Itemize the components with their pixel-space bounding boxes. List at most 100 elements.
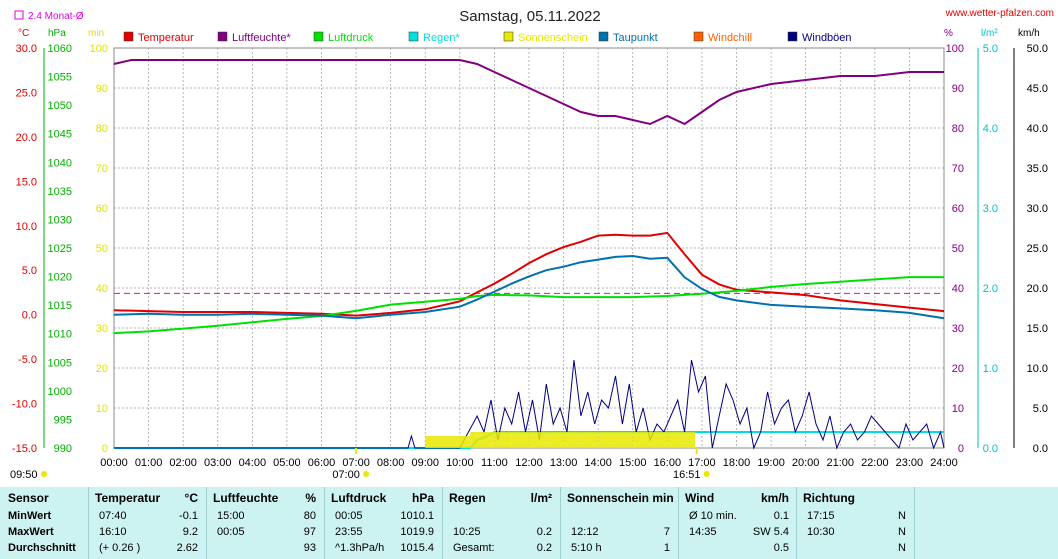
- temp-tick-label: -5.0: [18, 354, 37, 366]
- stats-cell: 7: [663, 526, 670, 538]
- minutes-tick-label: 60: [96, 203, 108, 215]
- stats-header: Sonnenschein min: [567, 491, 674, 505]
- chart-legend: Temperatur Luftfeuchte* Luftdruck Regen* Son…: [123, 31, 852, 44]
- stats-cell: 00:05: [335, 510, 363, 522]
- stats-divider: [206, 487, 207, 559]
- legend-swatch: [123, 31, 134, 42]
- monat-label: 2.4 Monat-Ø: [28, 11, 84, 22]
- temp-tick-label: 25.0: [16, 87, 37, 99]
- stats-header: km/h: [760, 491, 789, 505]
- unit-pressure: hPa: [48, 28, 66, 39]
- wind-tick-label: 50.0: [1027, 43, 1048, 55]
- chart-title: Samstag, 05.11.2022: [459, 8, 601, 25]
- humidity-tick-label: 50: [952, 243, 964, 255]
- pressure-tick-label: 1060: [48, 43, 72, 55]
- minutes-tick-label: 100: [90, 43, 108, 55]
- x-tick-label: 21:00: [826, 457, 854, 469]
- stats-header: Richtung: [803, 491, 855, 505]
- pressure-tick-label: 1035: [48, 186, 72, 198]
- stats-cell: 1019.9: [400, 526, 434, 538]
- sunshine-bar: [511, 432, 529, 448]
- legend-label: Temperatur: [138, 32, 194, 44]
- stats-header: Sensor: [8, 491, 49, 505]
- series-line: [113, 254, 945, 320]
- sunset-label: 16:51: [673, 469, 701, 481]
- sunshine-bar: [494, 432, 512, 448]
- humidity-tick-label: 100: [946, 43, 964, 55]
- stats-cell: 16:10: [99, 526, 127, 538]
- unit-minutes: min: [88, 28, 104, 39]
- stats-cell: SW 5.4: [752, 526, 789, 538]
- temp-tick-label: -15.0: [12, 443, 37, 455]
- stats-cell: 97: [303, 526, 316, 538]
- stats-header: Luftfeuchte: [213, 491, 279, 505]
- legend-label: Regen*: [423, 32, 460, 44]
- x-tick-label: 11:00: [481, 457, 508, 469]
- x-tick-label: 00:00: [100, 457, 128, 469]
- stats-cell: -0.1: [179, 510, 198, 522]
- wind-tick-label: 5.0: [1033, 403, 1048, 415]
- wind-tick-label: 45.0: [1027, 83, 1048, 95]
- temp-tick-label: 30.0: [16, 43, 37, 55]
- stats-row-label: Durchschnitt: [8, 542, 76, 554]
- temp-tick-label: 5.0: [22, 265, 37, 277]
- unit-rain: l/m²: [981, 28, 998, 39]
- stats-cell: 10:25: [453, 526, 481, 538]
- legend-label: Windböen: [802, 32, 852, 44]
- sunshine-bar: [470, 432, 478, 448]
- pressure-tick-label: 1010: [48, 329, 72, 341]
- humidity-tick-label: 70: [952, 163, 964, 175]
- x-tick-label: 13:00: [550, 457, 578, 469]
- pressure-tick-label: 1025: [48, 243, 72, 255]
- stats-cell: 10:30: [807, 526, 835, 538]
- stats-divider: [678, 487, 679, 559]
- series-line: [113, 59, 944, 126]
- stats-cell: ^1.3hPa/h: [335, 542, 385, 554]
- wind-tick-label: 0.0: [1033, 443, 1048, 455]
- unit-temp: °C: [18, 28, 29, 39]
- website-label: www.wetter-pfalzen.com: [945, 8, 1054, 19]
- stats-header: %: [305, 491, 316, 505]
- stats-row-label: MaxWert: [8, 526, 54, 538]
- sunshine-bar: [598, 432, 616, 448]
- series-line: [113, 231, 945, 317]
- stats-cell: 1010.1: [400, 510, 434, 522]
- wind-tick-label: 20.0: [1027, 283, 1048, 295]
- wind-tick-label: 30.0: [1027, 203, 1048, 215]
- stats-header: l/m²: [530, 491, 552, 505]
- legend-swatch: [693, 31, 704, 42]
- stats-cell: 1: [663, 542, 670, 554]
- legend-swatch: [503, 31, 514, 42]
- first-time-label: 09:50: [10, 469, 38, 481]
- pressure-tick-label: 1015: [48, 300, 72, 312]
- x-tick-label: 16:00: [654, 457, 682, 469]
- chart-series: [113, 59, 945, 450]
- rain-tick-label: 3.0: [983, 203, 998, 215]
- x-tick-label: 15:00: [619, 457, 647, 469]
- minutes-tick-label: 0: [102, 443, 108, 455]
- humidity-tick-label: 40: [952, 283, 964, 295]
- sunshine-bar: [529, 432, 547, 448]
- sunset-sun-icon: [703, 471, 710, 477]
- stats-cell: N: [898, 526, 906, 538]
- minutes-tick-label: 50: [96, 243, 108, 255]
- minutes-tick-label: 80: [96, 123, 108, 135]
- stats-cell: 23:55: [335, 526, 363, 538]
- temp-tick-label: 10.0: [16, 221, 37, 233]
- stats-cell: Ø 10 min.: [689, 510, 737, 522]
- minutes-tick-label: 70: [96, 163, 108, 175]
- stats-cell: 0.2: [536, 526, 552, 538]
- legend-label: Luftfeuchte*: [232, 32, 291, 44]
- x-tick-label: 12:00: [515, 457, 543, 469]
- stats-header: Luftdruck: [331, 491, 387, 505]
- humidity-tick-label: 30: [952, 323, 964, 335]
- stats-table: Sensor Temperatur °C Luftfeuchte% Luftdruck h…: [0, 487, 1058, 559]
- rain-tick-label: 1.0: [983, 363, 998, 375]
- rain-tick-label: 4.0: [983, 123, 998, 135]
- pressure-tick-label: 1030: [48, 214, 72, 226]
- x-tick-label: 17:00: [688, 457, 716, 469]
- stats-cell: 00:05: [217, 526, 245, 538]
- temp-tick-label: 20.0: [16, 132, 37, 144]
- legend-swatch: [598, 31, 609, 42]
- minutes-tick-label: 10: [96, 403, 108, 415]
